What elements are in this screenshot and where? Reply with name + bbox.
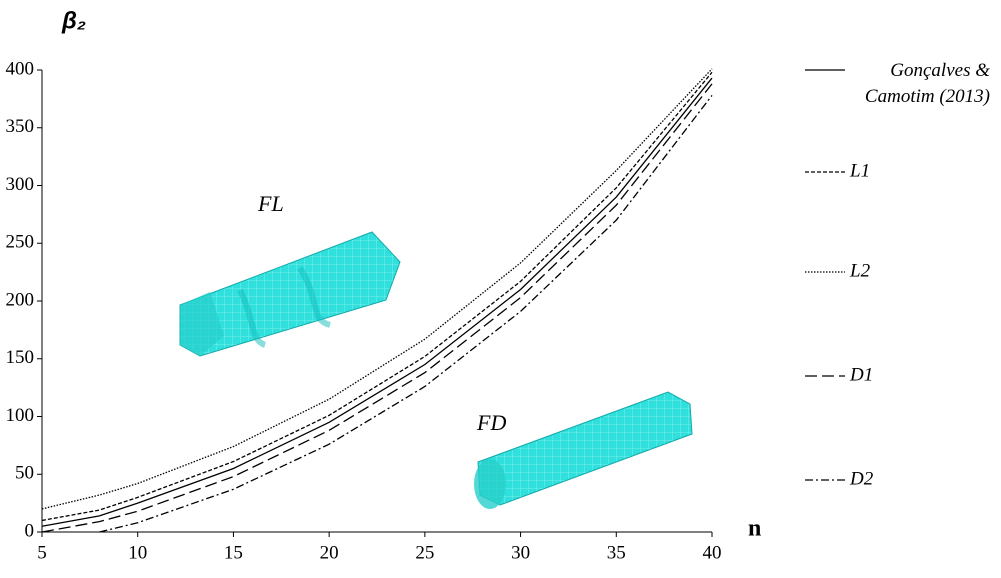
chart: β₂ n FL FD 0 50 100 150 200 250 300 350 400 5 10 15…	[0, 0, 1001, 578]
legend-label: Gonçalves & Camotim (2013)	[840, 58, 990, 110]
x-tick-label: 25	[415, 542, 434, 563]
fl-model	[180, 232, 400, 356]
fd-model	[474, 392, 692, 509]
x-tick-label: 5	[37, 542, 47, 563]
y-tick-label: 250	[6, 232, 35, 253]
y-tick-label: 200	[6, 289, 35, 310]
x-tick-label: 35	[607, 542, 626, 563]
x-tick-label: 30	[511, 542, 530, 563]
x-tick-label: 15	[224, 542, 243, 563]
y-tick-label: 50	[15, 463, 34, 484]
x-tick-label: 10	[128, 542, 147, 563]
x-axis-title: n	[748, 516, 761, 542]
x-tick-label: 40	[703, 542, 722, 563]
y-tick-label: 400	[6, 58, 35, 79]
annotation: FL	[257, 191, 284, 216]
legend-label: L1	[849, 160, 870, 181]
y-axis-title: β₂	[61, 7, 86, 34]
legend-label: L2	[849, 260, 871, 281]
annotation: FD	[476, 410, 506, 435]
y-tick-label: 0	[25, 520, 35, 541]
x-tick-label: 20	[320, 542, 339, 563]
series-line	[42, 84, 712, 532]
y-tick-label: 300	[6, 174, 35, 195]
y-tick-label: 350	[6, 116, 35, 137]
legend-label: D2	[849, 468, 874, 489]
legend-label: D1	[849, 364, 873, 385]
legend-label-box: Gonçalves & Camotim (2013)	[840, 58, 1000, 118]
y-tick-label: 100	[6, 405, 35, 426]
y-tick-label: 150	[6, 347, 35, 368]
